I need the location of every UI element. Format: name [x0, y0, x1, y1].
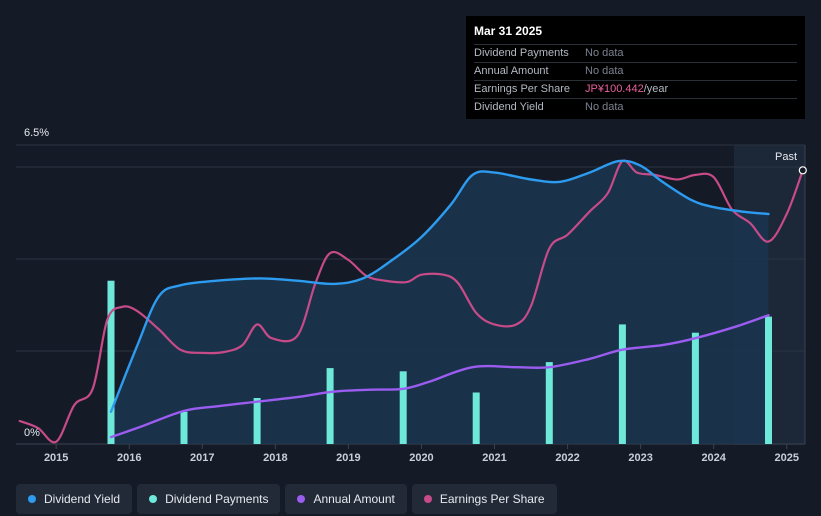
x-tick-label: 2016: [117, 452, 141, 464]
dividend-payment-bar: [326, 368, 334, 444]
dividend-payments-bars: [107, 280, 772, 444]
legend-label: Dividend Payments: [165, 492, 269, 506]
dividend-payment-bar: [399, 371, 407, 444]
legend-item-annual-amount[interactable]: Annual Amount: [285, 484, 407, 514]
tooltip-date: Mar 31 2025: [474, 24, 543, 38]
x-tick-label: 2015: [44, 452, 68, 464]
legend-label: Annual Amount: [313, 492, 395, 506]
tooltip-value: JP¥100.442/year: [585, 81, 668, 98]
dividend-payment-bar: [691, 332, 699, 444]
dividend-yield-line: [109, 159, 770, 413]
tooltip: Mar 31 2025 Dividend Payments No data An…: [466, 16, 805, 119]
dividend-yield-area: [111, 160, 769, 444]
legend-label: Dividend Yield: [44, 492, 121, 506]
legend: Dividend Yield Dividend Payments Annual …: [16, 484, 557, 514]
x-tick-label: 2020: [409, 452, 433, 464]
dividend-payment-bar: [765, 316, 772, 444]
x-tick-label: 2019: [336, 452, 360, 464]
tooltip-value: No data: [585, 47, 624, 59]
legend-dot-icon: [423, 495, 432, 503]
x-tick-label: 2025: [774, 452, 798, 464]
dividend-payment-bar: [253, 398, 261, 444]
tooltip-row-annual-amount: Annual Amount No data: [474, 62, 797, 80]
x-tick-label: 2017: [190, 452, 214, 464]
dividend-payment-bar: [472, 392, 480, 444]
y-axis-bottom-label: 0%: [24, 427, 40, 439]
tooltip-label: Earnings Per Share: [474, 83, 570, 95]
x-axis-ticks: 2015 2016 2017 2018 2019 2020 2021 2022 2023 2024…: [44, 444, 799, 464]
annual-amount-line: [109, 314, 770, 439]
eps-end-marker: [798, 166, 807, 175]
eps-unit: /year: [643, 83, 669, 95]
tooltip-label: Dividend Yield: [474, 101, 544, 113]
x-tick-label: 2023: [628, 452, 652, 464]
y-axis-top-label: 6.5%: [24, 127, 49, 139]
legend-item-dividend-payments[interactable]: Dividend Payments: [137, 484, 281, 514]
tooltip-label: Annual Amount: [474, 65, 549, 77]
legend-dot-icon: [149, 495, 158, 503]
tooltip-value: No data: [585, 101, 624, 113]
x-tick-label: 2024: [701, 452, 726, 464]
legend-item-dividend-yield[interactable]: Dividend Yield: [16, 484, 133, 514]
dividend-payment-bar: [107, 280, 115, 444]
eps-value: JP¥100.442: [585, 83, 644, 95]
earnings-per-share-line: [18, 159, 804, 444]
x-tick-label: 2021: [482, 452, 506, 464]
tooltip-value: No data: [585, 65, 624, 77]
dividend-payment-bar: [618, 324, 626, 444]
legend-label: Earnings Per Share: [439, 492, 545, 506]
legend-dot-icon: [28, 495, 36, 503]
tooltip-row-dividend-payments: Dividend Payments No data: [474, 44, 797, 62]
tooltip-row-earnings-per-share: Earnings Per Share JP¥100.442/year: [474, 80, 797, 98]
legend-item-earnings-per-share[interactable]: Earnings Per Share: [411, 484, 557, 514]
past-label: Past: [775, 151, 797, 163]
tooltip-row-dividend-yield: Dividend Yield No data: [474, 98, 797, 116]
x-tick-label: 2022: [555, 452, 579, 464]
dividend-payment-bar: [180, 411, 188, 444]
legend-dot-icon: [297, 495, 306, 503]
dividend-payment-bar: [545, 362, 553, 444]
x-tick-label: 2018: [263, 452, 287, 464]
tooltip-label: Dividend Payments: [474, 47, 569, 59]
